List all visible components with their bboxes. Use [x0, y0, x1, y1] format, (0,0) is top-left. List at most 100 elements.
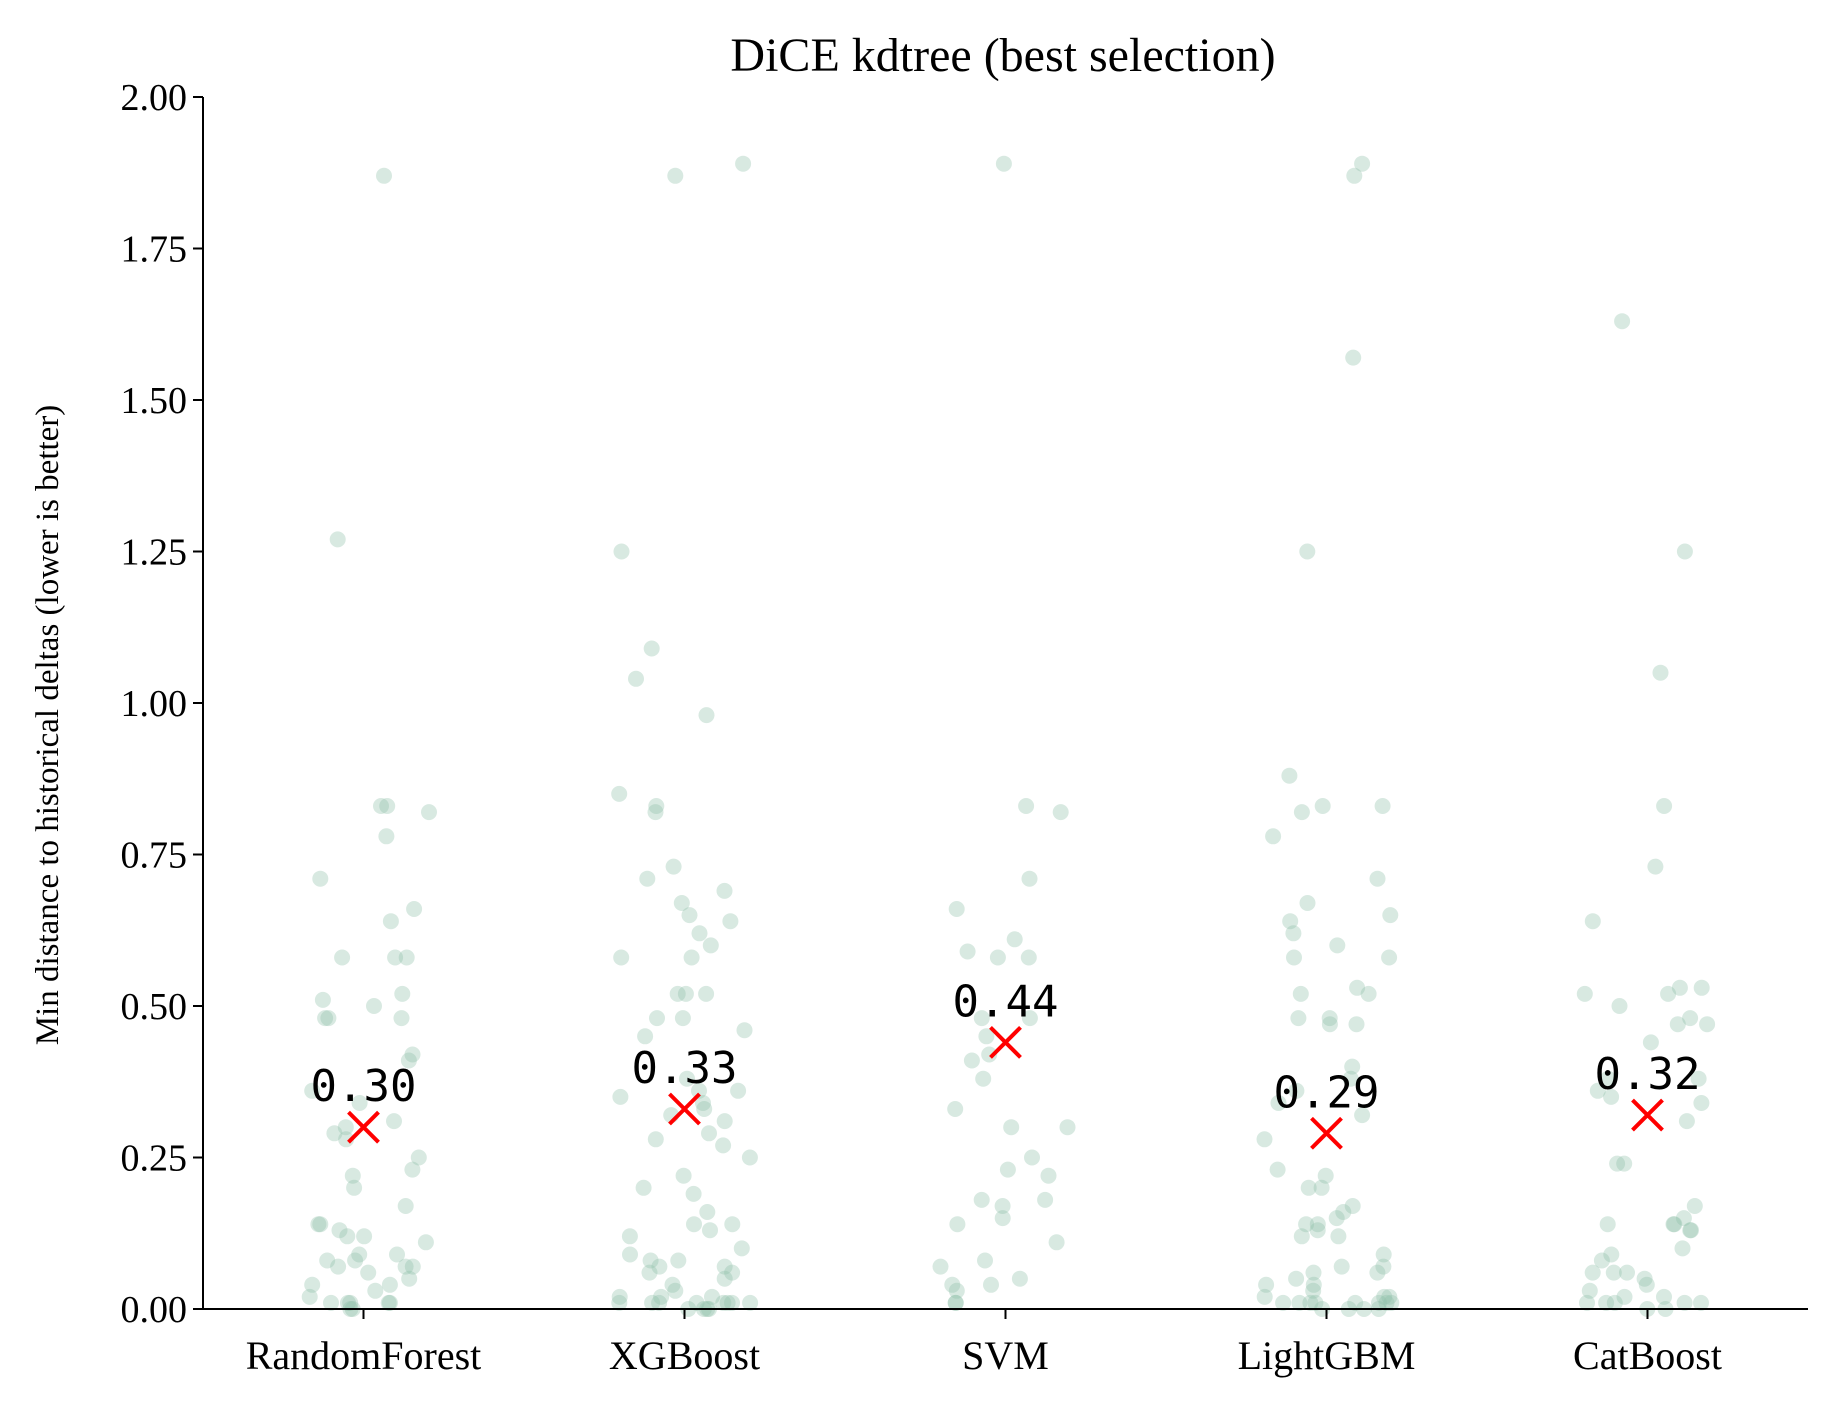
data-point: [1299, 895, 1316, 911]
data-point: [417, 1234, 434, 1251]
data-point: [644, 1294, 661, 1311]
data-point: [1021, 1010, 1038, 1027]
chart-title: DiCE kdtree (best selection): [730, 29, 1275, 82]
data-point: [639, 870, 656, 887]
data-point: [1256, 1288, 1273, 1305]
data-point: [1652, 664, 1669, 681]
y-axis-label: Min distance to historical deltas (lower…: [30, 405, 66, 1046]
data-point: [685, 1185, 702, 1202]
data-point: [1381, 949, 1398, 966]
data-point: [351, 1095, 368, 1111]
data-point: [667, 1282, 684, 1299]
data-point: [1265, 828, 1282, 845]
data-point: [637, 1028, 654, 1045]
data-point: [301, 1288, 318, 1305]
data-point: [1052, 804, 1069, 821]
data-point: [1333, 1258, 1350, 1275]
data-point: [715, 1137, 732, 1154]
data-point: [378, 828, 395, 845]
data-point: [944, 1276, 961, 1293]
data-point: [1666, 1216, 1683, 1233]
data-point: [1660, 985, 1677, 1002]
data-point: [400, 1052, 417, 1069]
data-point: [628, 670, 644, 687]
data-point: [1369, 1264, 1386, 1281]
data-point: [1616, 1288, 1633, 1305]
data-point: [1669, 1016, 1686, 1033]
data-point: [1347, 1294, 1364, 1311]
data-point: [647, 1131, 664, 1148]
x-tick-label: XGBoost: [609, 1333, 760, 1378]
data-point: [381, 1294, 398, 1311]
data-point: [326, 1125, 343, 1142]
data-point: [1349, 979, 1366, 996]
data-point: [686, 1216, 702, 1233]
data-point: [1693, 979, 1710, 996]
data-point: [1674, 1240, 1691, 1257]
y-tick-label: 0.00: [121, 1289, 188, 1331]
data-point: [314, 991, 331, 1008]
data-point: [973, 1191, 990, 1208]
data-point: [376, 167, 392, 184]
data-point: [622, 1246, 638, 1263]
data-point: [404, 1046, 421, 1063]
data-point: [724, 1294, 740, 1311]
data-point: [1329, 937, 1346, 954]
data-point: [1321, 1016, 1338, 1033]
data-point: [698, 707, 715, 724]
mean-label: 0.32: [1595, 1049, 1701, 1100]
data-point: [1024, 1149, 1040, 1166]
mean-marker: [989, 1025, 1022, 1059]
data-point: [1305, 1282, 1322, 1299]
data-point: [716, 1113, 733, 1130]
data-point: [621, 1228, 638, 1245]
data-point: [999, 1161, 1016, 1178]
data-point: [1021, 870, 1038, 887]
data-point: [741, 1149, 758, 1166]
data-point: [704, 1288, 720, 1305]
data-point: [1584, 913, 1601, 930]
data-point: [733, 1240, 750, 1257]
data-point: [1606, 1294, 1623, 1311]
y-tick-label: 0.25: [121, 1138, 188, 1180]
data-point: [1291, 1294, 1308, 1311]
data-point: [401, 1270, 418, 1287]
data-point: [1682, 1010, 1699, 1027]
data-point: [681, 907, 698, 924]
data-point: [675, 1167, 692, 1184]
data-point: [1642, 1034, 1659, 1051]
data-point: [1305, 1276, 1322, 1293]
data-point: [1638, 1276, 1655, 1293]
x-tick-label: SVM: [962, 1333, 1049, 1378]
data-point: [381, 1276, 398, 1293]
data-point: [948, 901, 965, 917]
data-point: [394, 985, 411, 1002]
data-point: [635, 1179, 652, 1196]
data-point: [643, 640, 660, 657]
mean-marker: [1310, 1116, 1343, 1150]
data-point: [1603, 1246, 1620, 1263]
mean-marker: [1631, 1098, 1664, 1132]
data-point: [398, 949, 415, 966]
data-point: [691, 1082, 707, 1099]
data-point: [677, 985, 694, 1002]
y-tick-label: 1.25: [121, 532, 188, 574]
data-point: [994, 1198, 1011, 1214]
data-point: [1269, 1161, 1286, 1178]
data-point: [1354, 1107, 1371, 1124]
data-point: [1018, 798, 1035, 814]
data-point: [947, 1101, 964, 1117]
data-point: [329, 531, 346, 548]
data-point: [613, 543, 630, 560]
data-point: [973, 1010, 990, 1027]
data-point: [1290, 1010, 1307, 1027]
data-point: [611, 1288, 628, 1305]
data-point: [356, 1228, 373, 1245]
data-point: [975, 1070, 992, 1087]
data-point: [1003, 1119, 1020, 1136]
mean-label: 0.30: [311, 1061, 417, 1112]
data-point: [989, 949, 1006, 966]
data-point: [1344, 1058, 1361, 1075]
